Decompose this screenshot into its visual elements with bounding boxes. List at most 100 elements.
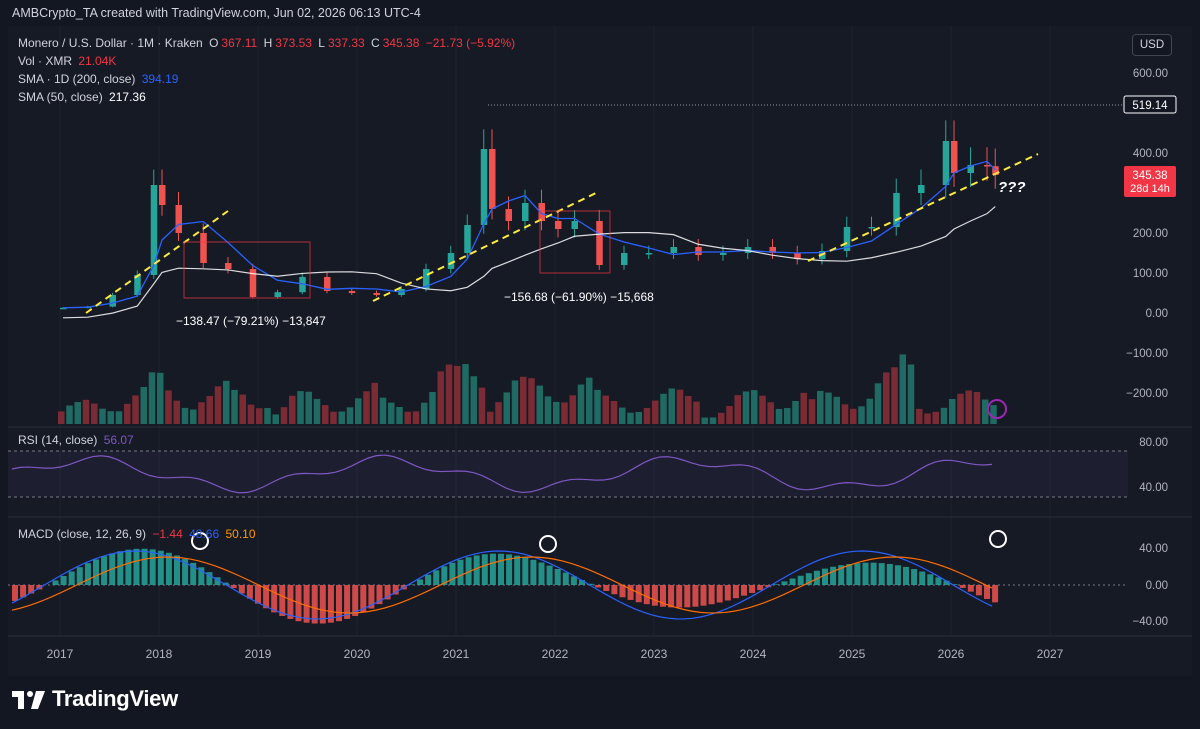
- candle-body: [423, 269, 430, 289]
- volume-bar: [181, 407, 189, 424]
- volume-bar: [462, 364, 469, 424]
- candle-body: [695, 247, 702, 255]
- low-label: L: [318, 36, 325, 50]
- macd-hist-bar: [570, 576, 577, 585]
- tradingview-logo[interactable]: TradingView: [12, 686, 178, 712]
- candle-body: [621, 253, 628, 265]
- volume-bar: [355, 398, 362, 424]
- volume-bar: [322, 405, 329, 424]
- candle-body: [942, 141, 950, 185]
- macd-hist-bar: [773, 584, 780, 585]
- legend-sma200[interactable]: SMA · 1D (200, close) 394.19: [18, 72, 181, 86]
- macd-hist-bar: [465, 557, 472, 585]
- volume-bar: [198, 402, 205, 424]
- macd-hist-bar: [862, 562, 869, 585]
- macd-hist-bar: [279, 585, 286, 616]
- macd-hist-bar: [627, 585, 634, 600]
- macd-hist-bar: [676, 585, 683, 608]
- macd-hist-bar: [52, 580, 59, 585]
- macd-hist-bar: [157, 550, 164, 585]
- candle-body: [225, 263, 232, 269]
- close-label: C: [371, 36, 380, 50]
- candle-body: [555, 221, 562, 229]
- candle-body: [505, 209, 512, 221]
- macd-hist-bar: [125, 549, 132, 585]
- volume-bar: [916, 408, 923, 424]
- volume-bar: [231, 389, 238, 424]
- macd-hist-bar: [967, 585, 974, 592]
- macd-hist-bar: [530, 559, 537, 585]
- volume-bar: [751, 390, 758, 424]
- currency-button[interactable]: USD: [1132, 34, 1172, 56]
- macd-hist-bar: [878, 563, 885, 585]
- macd-hist-bar: [303, 585, 310, 623]
- legend-volume[interactable]: Vol · XMR 21.04K: [18, 54, 119, 68]
- macd-hist-bar: [93, 559, 99, 585]
- volume-bar: [693, 401, 700, 424]
- macd-hist-bar: [271, 585, 278, 613]
- candle-body: [794, 253, 801, 259]
- volume-bar: [627, 412, 634, 424]
- candle-body: [918, 185, 925, 193]
- macd-hist-bar: [311, 585, 318, 624]
- volume-bar: [148, 372, 156, 424]
- candle-body: [159, 185, 166, 205]
- macd-hist-bar: [336, 585, 342, 622]
- signal-line: [11, 556, 993, 614]
- candle-body: [596, 221, 603, 265]
- volume-bar: [990, 405, 997, 424]
- volume-bar: [487, 411, 494, 424]
- volume-bar: [272, 414, 279, 424]
- macd-hist-bar: [643, 585, 650, 605]
- volume-bar: [594, 389, 601, 424]
- annotation-question: ???: [998, 179, 1026, 196]
- volume-bar: [808, 399, 816, 424]
- chart-frame[interactable]: −138.47 (−79.21%) −13,847 −156.68 (−61.90…: [8, 26, 1192, 676]
- macd-hist-bar: [327, 585, 334, 623]
- volume-bar: [924, 413, 931, 424]
- price-tick-label: 600.00: [1133, 68, 1168, 80]
- candle-body: [522, 203, 529, 221]
- rsi-band: [8, 451, 1128, 497]
- alert-icon: [987, 399, 1007, 419]
- legend-macd[interactable]: MACD (close, 12, 26, 9) −1.44 48.66 50.1…: [18, 527, 259, 541]
- macd-hist-bar: [408, 584, 415, 585]
- volume-bar: [866, 398, 873, 424]
- close-value: 345.38: [382, 36, 420, 50]
- signal-value: 48.66: [189, 527, 220, 541]
- macd-hist-bar: [724, 585, 731, 601]
- volume-bar: [412, 411, 420, 424]
- macd-hist-bar: [489, 553, 496, 585]
- volume-bar: [454, 365, 461, 424]
- brand-name: TradingView: [52, 686, 178, 711]
- macd-line: [11, 550, 993, 620]
- volume-bar: [470, 376, 477, 424]
- macd-hist-bar: [854, 563, 861, 585]
- price-chart[interactable]: −138.47 (−79.21%) −13,847 −156.68 (−61.90…: [8, 26, 1192, 676]
- volume-bar: [643, 407, 651, 424]
- volume-bar: [478, 387, 486, 424]
- macd-hist-bar: [951, 584, 958, 585]
- volume-bar: [841, 404, 849, 424]
- macd-hist-bar: [911, 569, 918, 585]
- macd-hist-bar: [546, 565, 553, 585]
- x-tick-label: 2020: [344, 647, 371, 661]
- macd-hist-bar: [141, 548, 148, 585]
- volume-bar: [858, 406, 865, 424]
- candle-body: [868, 227, 875, 229]
- volume-bar: [82, 399, 90, 424]
- macd-hist-bar: [481, 554, 488, 585]
- legend-rsi[interactable]: RSI (14, close) 56.07: [18, 433, 137, 447]
- candle-body: [538, 203, 545, 221]
- volume-bar: [569, 395, 576, 424]
- price-tick-label: −100.00: [1126, 348, 1168, 360]
- volume-bar: [124, 403, 131, 424]
- legend-sma50[interactable]: SMA (50, close) 217.36: [18, 90, 149, 104]
- x-tick-label: 2022: [542, 647, 569, 661]
- candle-body: [373, 293, 380, 295]
- symbol-label[interactable]: Monero / U.S. Dollar · 1M · Kraken: [18, 36, 203, 50]
- macd-hist-bar: [651, 585, 658, 606]
- candle-body: [670, 247, 677, 253]
- volume-bar: [528, 378, 535, 424]
- volume-bar: [99, 408, 106, 424]
